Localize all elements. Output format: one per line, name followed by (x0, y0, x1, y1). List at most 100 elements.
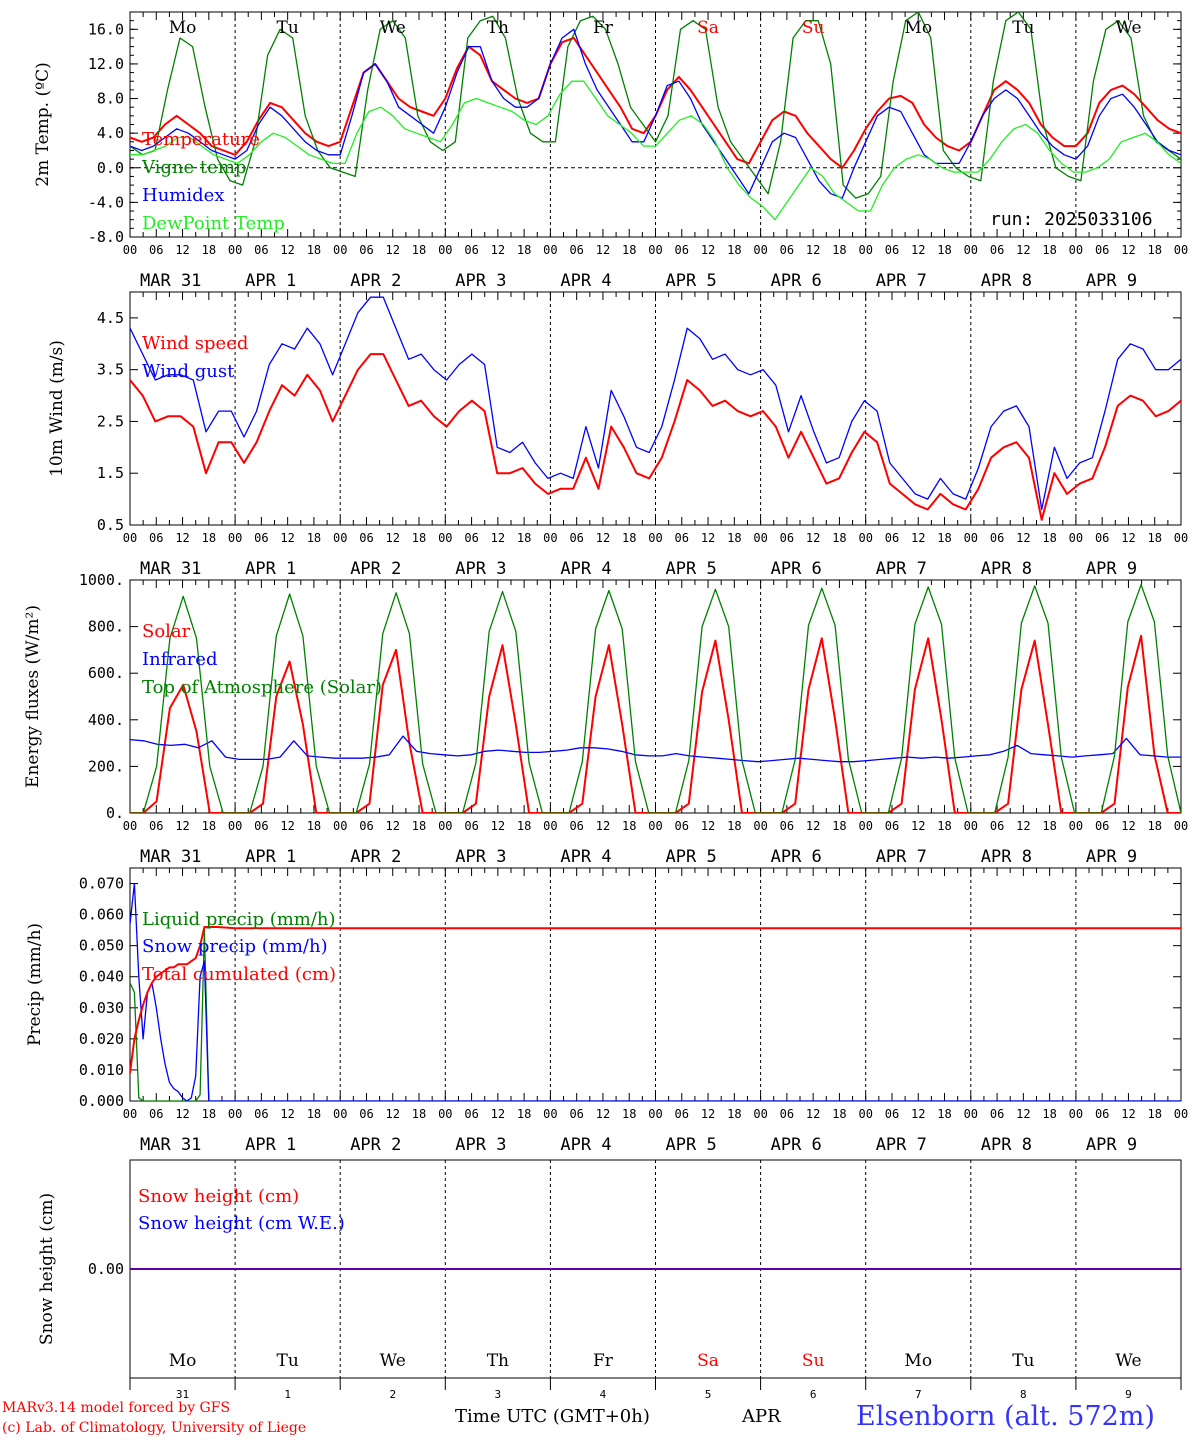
series-group (130, 584, 1181, 813)
y-axis-label: 2m Temp. (ºC) (33, 62, 53, 187)
hour-label: 18 (517, 1107, 531, 1121)
hour-label: 18 (937, 243, 951, 257)
hour-label: 06 (675, 819, 689, 833)
series-group (130, 882, 1181, 1101)
y-tick-label: 16.0 (88, 20, 124, 38)
hour-label: 12 (175, 1107, 189, 1121)
weekday-label: We (380, 18, 406, 38)
y-axis-label: 10m Wind (m/s) (47, 340, 67, 477)
date-label: APR 6 (771, 1135, 822, 1155)
hour-label: 12 (911, 531, 925, 545)
hour-label: 12 (175, 531, 189, 545)
hour-label: 00 (1069, 243, 1083, 257)
legend-item: Liquid precip (mm/h) (142, 909, 336, 930)
hour-label: 00 (753, 531, 767, 545)
hour-label: 00 (648, 243, 662, 257)
day-number-label: 4 (600, 1388, 607, 1401)
day-number-label: 7 (915, 1388, 922, 1401)
day-number-label: 3 (495, 1388, 502, 1401)
time-axis-label: Time UTC (GMT+0h) (455, 1406, 650, 1427)
hour-label: 00 (228, 819, 242, 833)
hour-label: 06 (359, 1107, 373, 1121)
date-label: APR 5 (666, 847, 717, 867)
hour-label: 18 (937, 1107, 951, 1121)
hour-label: 18 (1147, 531, 1161, 545)
hour-label: 00 (438, 531, 452, 545)
hour-label: 06 (149, 243, 163, 257)
series-line-vigne-temp (130, 12, 1181, 199)
hour-label: 12 (911, 1107, 925, 1121)
hour-label: 00 (543, 1107, 557, 1121)
weekday-label: We (380, 1351, 406, 1371)
hour-label: 18 (202, 243, 216, 257)
date-label: MAR 31 (140, 1135, 201, 1155)
hour-label: 12 (701, 1107, 715, 1121)
hour-label: 12 (1016, 243, 1030, 257)
hour-label: 18 (412, 819, 426, 833)
hour-label: 12 (806, 819, 820, 833)
hour-label: 06 (254, 1107, 268, 1121)
date-label: APR 8 (981, 271, 1032, 291)
y-tick-label: 1000. (79, 571, 124, 589)
hour-label: 00 (1174, 243, 1188, 257)
hour-label: 18 (727, 819, 741, 833)
hour-label: 12 (1121, 819, 1135, 833)
hour-label: 18 (307, 1107, 321, 1121)
hour-label: 12 (596, 1107, 610, 1121)
hour-label: 06 (149, 819, 163, 833)
model-credit: MARv3.14 model forced by GFS (2, 1400, 231, 1416)
date-label: APR 1 (245, 847, 296, 867)
lab-credit: (c) Lab. of Climatology, University of L… (2, 1420, 307, 1436)
hour-label: 12 (386, 243, 400, 257)
date-label: APR 4 (560, 271, 611, 291)
hour-label: 06 (569, 531, 583, 545)
series-line-dewpoint-temp (130, 80, 1181, 221)
hour-label: 18 (1147, 1107, 1161, 1121)
hour-label: 18 (517, 531, 531, 545)
series-line-snow-precip-mm-h- (130, 882, 1181, 1101)
y-tick-label: 0. (106, 804, 124, 822)
hour-label: 12 (806, 243, 820, 257)
hour-label: 06 (885, 243, 899, 257)
legend-item: Vigne temp (141, 157, 246, 178)
weekday-label: Th (487, 18, 509, 38)
hour-label: 12 (175, 243, 189, 257)
day-number-label: 1 (284, 1388, 291, 1401)
y-tick-label: 0.5 (97, 516, 124, 534)
weekday-label: Mo (904, 1351, 932, 1371)
hour-label: 12 (175, 819, 189, 833)
hour-label: 06 (885, 819, 899, 833)
hour-label: 18 (307, 819, 321, 833)
hour-label: 12 (1121, 1107, 1135, 1121)
hour-label: 12 (386, 531, 400, 545)
hour-label: 12 (1121, 531, 1135, 545)
date-label: APR 9 (1086, 271, 1137, 291)
hour-label: 00 (228, 1107, 242, 1121)
date-label: APR 8 (981, 1135, 1032, 1155)
date-label: APR 6 (771, 271, 822, 291)
hour-label: 06 (990, 243, 1004, 257)
day-number-label: 9 (1125, 1388, 1132, 1401)
hour-label: 12 (386, 819, 400, 833)
date-label: APR 8 (981, 847, 1032, 867)
date-label: APR 1 (245, 1135, 296, 1155)
hour-label: 06 (359, 819, 373, 833)
series-line-wind-gust (130, 296, 1181, 511)
hour-label: 00 (123, 819, 137, 833)
hour-label: 18 (202, 1107, 216, 1121)
hour-label: 06 (359, 531, 373, 545)
hour-label: 06 (1095, 243, 1109, 257)
legend-item: Total cumulated (cm) (142, 964, 336, 985)
hour-label: 00 (438, 819, 452, 833)
hour-label: 00 (333, 531, 347, 545)
hour-label: 18 (622, 1107, 636, 1121)
hour-label: 00 (648, 819, 662, 833)
hour-label: 00 (1069, 1107, 1083, 1121)
y-axis-label: Snow height (cm) (37, 1193, 57, 1345)
y-tick-label: 0.070 (79, 875, 124, 893)
hour-label: 06 (1095, 531, 1109, 545)
hour-label: 00 (543, 531, 557, 545)
hour-label: 12 (280, 1107, 294, 1121)
hour-label: 12 (596, 819, 610, 833)
